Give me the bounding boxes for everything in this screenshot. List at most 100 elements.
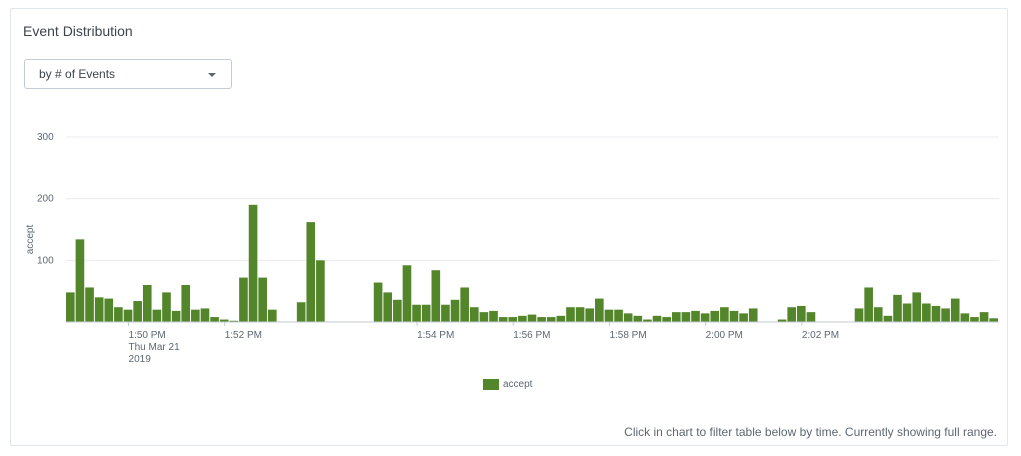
bar[interactable]	[219, 319, 229, 322]
bar[interactable]	[142, 285, 152, 322]
bar[interactable]	[614, 309, 623, 322]
bar[interactable]	[873, 307, 883, 322]
bar[interactable]	[508, 317, 518, 322]
bar[interactable]	[239, 277, 248, 322]
bar[interactable]	[546, 317, 556, 322]
panel-title: Event Distribution	[23, 23, 133, 39]
bar[interactable]	[748, 308, 758, 322]
bar[interactable]	[922, 303, 931, 323]
bar[interactable]	[393, 299, 402, 322]
bar[interactable]	[979, 312, 989, 322]
bar[interactable]	[912, 292, 922, 322]
bar[interactable]	[566, 307, 575, 322]
bar[interactable]	[421, 304, 431, 322]
bar[interactable]	[989, 318, 998, 322]
bar[interactable]	[633, 315, 643, 322]
bar[interactable]	[710, 310, 720, 322]
bar[interactable]	[575, 307, 585, 322]
bar[interactable]	[595, 298, 604, 322]
bar[interactable]	[200, 308, 210, 322]
footer-note: Click in chart to filter table below by …	[624, 425, 997, 439]
bar[interactable]	[123, 309, 133, 322]
bar[interactable]	[960, 313, 970, 322]
bar[interactable]	[931, 305, 941, 322]
y-tick-label: 200	[37, 194, 54, 205]
bar[interactable]	[941, 308, 950, 322]
bar[interactable]	[402, 265, 412, 322]
bar[interactable]	[643, 319, 652, 322]
bar[interactable]	[854, 308, 864, 322]
bar[interactable]	[806, 312, 816, 322]
bar[interactable]	[383, 292, 393, 322]
bar[interactable]	[729, 310, 739, 322]
bar[interactable]	[777, 319, 787, 322]
bar[interactable]	[671, 312, 681, 322]
bar[interactable]	[152, 309, 162, 322]
bar[interactable]	[623, 313, 633, 322]
bar[interactable]	[133, 301, 142, 322]
bar[interactable]	[171, 310, 181, 322]
legend-label-accept: accept	[503, 378, 533, 390]
x-tick-label: 1:52 PM	[225, 330, 262, 341]
distribution-mode-dropdown[interactable]: by # of Events	[24, 59, 232, 89]
bar[interactable]	[114, 307, 123, 322]
bar[interactable]	[537, 317, 546, 322]
bar[interactable]	[373, 282, 383, 322]
bar[interactable]	[681, 312, 691, 322]
bar[interactable]	[306, 222, 316, 322]
bar[interactable]	[316, 260, 325, 322]
bar[interactable]	[902, 303, 912, 323]
bar[interactable]	[296, 302, 306, 322]
x-tick-label: 1:58 PM	[609, 330, 646, 341]
bar[interactable]	[662, 317, 671, 322]
bar[interactable]	[460, 287, 469, 322]
bar[interactable]	[739, 313, 748, 322]
x-tick-label: Thu Mar 21	[129, 342, 181, 353]
bar[interactable]	[85, 287, 94, 322]
bar[interactable]	[191, 309, 200, 322]
bar[interactable]	[104, 298, 114, 322]
bar[interactable]	[94, 297, 104, 322]
bar[interactable]	[229, 320, 239, 322]
chart-legend[interactable]: accept	[483, 376, 532, 392]
bar[interactable]	[797, 305, 806, 322]
legend-swatch-accept	[483, 378, 499, 390]
bar[interactable]	[450, 299, 460, 322]
bar[interactable]	[479, 312, 489, 322]
bar[interactable]	[441, 304, 450, 322]
bar[interactable]	[258, 277, 267, 322]
bar[interactable]	[489, 310, 498, 322]
bar[interactable]	[720, 307, 729, 322]
bar[interactable]	[469, 307, 479, 322]
bar[interactable]	[431, 270, 441, 322]
bar[interactable]	[248, 204, 258, 322]
x-tick-label: 1:50 PM	[129, 330, 166, 341]
dropdown-selected-label: by # of Events	[39, 67, 116, 81]
bar[interactable]	[181, 285, 191, 322]
bar[interactable]	[75, 239, 85, 322]
bar[interactable]	[518, 315, 527, 322]
bar[interactable]	[864, 287, 873, 322]
bar[interactable]	[787, 307, 797, 322]
bar[interactable]	[604, 309, 614, 322]
x-tick-label: 2:00 PM	[706, 330, 743, 341]
bar[interactable]	[412, 304, 421, 322]
bar[interactable]	[970, 317, 979, 322]
bar[interactable]	[950, 298, 960, 322]
bar[interactable]	[267, 309, 277, 322]
x-tick-label: 1:54 PM	[417, 330, 454, 341]
bar[interactable]	[556, 315, 566, 322]
bar[interactable]	[883, 315, 893, 322]
bar[interactable]	[527, 314, 537, 322]
bar[interactable]	[66, 292, 75, 322]
bar[interactable]	[210, 317, 219, 322]
bar[interactable]	[700, 313, 710, 322]
bar[interactable]	[893, 294, 902, 322]
bar[interactable]	[652, 315, 662, 322]
bar[interactable]	[691, 310, 700, 322]
bar[interactable]	[162, 292, 171, 322]
y-tick-label: 300	[37, 132, 54, 143]
bar[interactable]	[498, 317, 508, 322]
bar[interactable]	[585, 308, 595, 322]
